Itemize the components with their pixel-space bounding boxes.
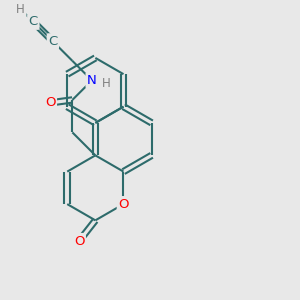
- Text: H: H: [102, 77, 111, 90]
- Text: O: O: [118, 198, 129, 211]
- Text: C: C: [48, 35, 58, 48]
- Text: N: N: [87, 74, 97, 87]
- Text: C: C: [29, 15, 38, 28]
- Text: O: O: [74, 235, 84, 248]
- Text: H: H: [16, 3, 25, 16]
- Text: O: O: [45, 96, 56, 110]
